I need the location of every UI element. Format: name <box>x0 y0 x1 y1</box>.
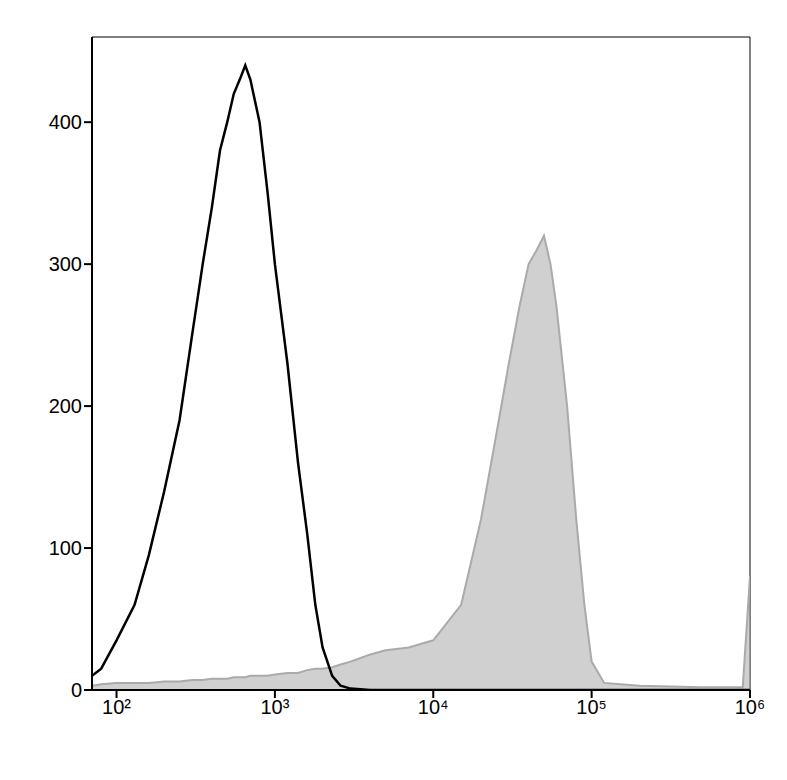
svg-text:10⁵: 10⁵ <box>576 696 607 718</box>
svg-text:400: 400 <box>49 111 82 133</box>
svg-text:200: 200 <box>49 395 82 417</box>
svg-text:10²: 10² <box>102 696 131 718</box>
svg-text:10⁴: 10⁴ <box>418 696 449 718</box>
svg-text:10³: 10³ <box>260 696 289 718</box>
svg-text:300: 300 <box>49 253 82 275</box>
svg-text:10⁶: 10⁶ <box>735 696 765 718</box>
svg-text:0: 0 <box>71 679 82 701</box>
svg-text:100: 100 <box>49 537 82 559</box>
